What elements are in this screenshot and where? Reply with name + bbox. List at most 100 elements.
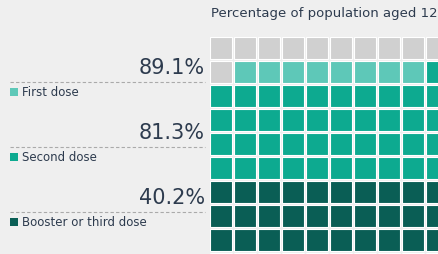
FancyBboxPatch shape — [353, 109, 375, 132]
FancyBboxPatch shape — [425, 157, 438, 179]
Text: 40.2%: 40.2% — [138, 187, 205, 207]
FancyBboxPatch shape — [258, 181, 279, 203]
FancyBboxPatch shape — [329, 229, 351, 251]
FancyBboxPatch shape — [209, 181, 231, 203]
FancyBboxPatch shape — [377, 86, 399, 108]
FancyBboxPatch shape — [209, 157, 231, 179]
FancyBboxPatch shape — [377, 38, 399, 60]
FancyBboxPatch shape — [233, 205, 255, 227]
FancyBboxPatch shape — [281, 253, 303, 254]
FancyBboxPatch shape — [281, 157, 303, 179]
FancyBboxPatch shape — [425, 62, 438, 84]
Text: Percentage of population aged 12+: Percentage of population aged 12+ — [211, 7, 438, 20]
FancyBboxPatch shape — [353, 38, 375, 60]
FancyBboxPatch shape — [209, 86, 231, 108]
Text: Second dose: Second dose — [22, 151, 97, 164]
FancyBboxPatch shape — [377, 62, 399, 84]
FancyBboxPatch shape — [281, 109, 303, 132]
FancyBboxPatch shape — [233, 157, 255, 179]
FancyBboxPatch shape — [305, 229, 327, 251]
FancyBboxPatch shape — [401, 229, 423, 251]
FancyBboxPatch shape — [401, 133, 423, 155]
FancyBboxPatch shape — [353, 157, 375, 179]
FancyBboxPatch shape — [281, 133, 303, 155]
FancyBboxPatch shape — [377, 109, 399, 132]
FancyBboxPatch shape — [329, 181, 351, 203]
FancyBboxPatch shape — [425, 253, 438, 254]
FancyBboxPatch shape — [281, 205, 303, 227]
FancyBboxPatch shape — [329, 133, 351, 155]
FancyBboxPatch shape — [353, 205, 375, 227]
FancyBboxPatch shape — [425, 205, 438, 227]
FancyBboxPatch shape — [401, 86, 423, 108]
FancyBboxPatch shape — [233, 253, 255, 254]
FancyBboxPatch shape — [281, 38, 303, 60]
Bar — [10, 89, 18, 97]
FancyBboxPatch shape — [209, 38, 231, 60]
FancyBboxPatch shape — [329, 157, 351, 179]
FancyBboxPatch shape — [353, 86, 375, 108]
FancyBboxPatch shape — [401, 253, 423, 254]
FancyBboxPatch shape — [425, 109, 438, 132]
FancyBboxPatch shape — [281, 62, 303, 84]
FancyBboxPatch shape — [233, 229, 255, 251]
FancyBboxPatch shape — [425, 133, 438, 155]
FancyBboxPatch shape — [353, 62, 375, 84]
FancyBboxPatch shape — [353, 229, 375, 251]
FancyBboxPatch shape — [329, 109, 351, 132]
FancyBboxPatch shape — [377, 205, 399, 227]
FancyBboxPatch shape — [305, 253, 327, 254]
FancyBboxPatch shape — [401, 205, 423, 227]
FancyBboxPatch shape — [329, 38, 351, 60]
Bar — [10, 153, 18, 161]
FancyBboxPatch shape — [281, 86, 303, 108]
FancyBboxPatch shape — [305, 181, 327, 203]
FancyBboxPatch shape — [258, 157, 279, 179]
FancyBboxPatch shape — [353, 181, 375, 203]
FancyBboxPatch shape — [425, 86, 438, 108]
Text: 81.3%: 81.3% — [139, 122, 205, 142]
FancyBboxPatch shape — [233, 109, 255, 132]
FancyBboxPatch shape — [353, 253, 375, 254]
FancyBboxPatch shape — [209, 253, 231, 254]
FancyBboxPatch shape — [401, 62, 423, 84]
FancyBboxPatch shape — [209, 109, 231, 132]
FancyBboxPatch shape — [329, 253, 351, 254]
Bar — [10, 218, 18, 226]
FancyBboxPatch shape — [377, 133, 399, 155]
FancyBboxPatch shape — [377, 157, 399, 179]
Text: First dose: First dose — [22, 86, 78, 99]
FancyBboxPatch shape — [377, 181, 399, 203]
FancyBboxPatch shape — [258, 229, 279, 251]
FancyBboxPatch shape — [233, 181, 255, 203]
FancyBboxPatch shape — [377, 253, 399, 254]
FancyBboxPatch shape — [305, 38, 327, 60]
FancyBboxPatch shape — [329, 205, 351, 227]
FancyBboxPatch shape — [281, 181, 303, 203]
FancyBboxPatch shape — [305, 109, 327, 132]
FancyBboxPatch shape — [258, 253, 279, 254]
FancyBboxPatch shape — [377, 229, 399, 251]
FancyBboxPatch shape — [258, 62, 279, 84]
FancyBboxPatch shape — [305, 86, 327, 108]
FancyBboxPatch shape — [401, 109, 423, 132]
FancyBboxPatch shape — [258, 205, 279, 227]
Text: 89.1%: 89.1% — [138, 58, 205, 78]
FancyBboxPatch shape — [281, 229, 303, 251]
FancyBboxPatch shape — [401, 181, 423, 203]
FancyBboxPatch shape — [258, 38, 279, 60]
FancyBboxPatch shape — [305, 133, 327, 155]
FancyBboxPatch shape — [209, 229, 231, 251]
FancyBboxPatch shape — [425, 229, 438, 251]
FancyBboxPatch shape — [209, 62, 231, 84]
FancyBboxPatch shape — [401, 157, 423, 179]
FancyBboxPatch shape — [258, 86, 279, 108]
FancyBboxPatch shape — [329, 86, 351, 108]
FancyBboxPatch shape — [233, 62, 255, 84]
FancyBboxPatch shape — [305, 157, 327, 179]
FancyBboxPatch shape — [305, 205, 327, 227]
FancyBboxPatch shape — [425, 38, 438, 60]
FancyBboxPatch shape — [258, 109, 279, 132]
FancyBboxPatch shape — [353, 133, 375, 155]
FancyBboxPatch shape — [425, 181, 438, 203]
